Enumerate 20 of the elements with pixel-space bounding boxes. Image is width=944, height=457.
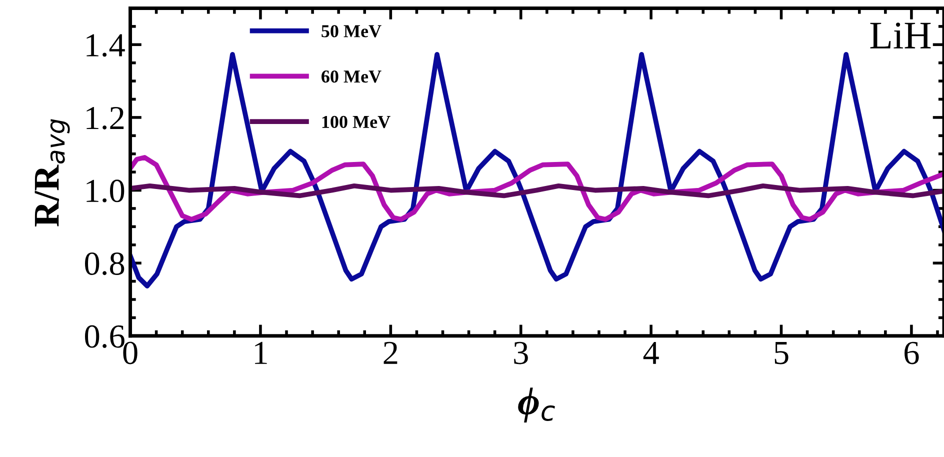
legend-label: 50 MeV: [322, 25, 382, 38]
x-tick-label: 3: [514, 342, 528, 364]
y-tick-label: 1.0: [86, 180, 124, 202]
x-tick-label: 0: [123, 342, 138, 364]
x-tick-label: 6: [904, 342, 919, 364]
annotation: LiH: [870, 22, 931, 48]
line-series: [130, 52, 944, 288]
y-tick-label: 1.2: [86, 106, 124, 130]
legend-label: 100 MeV: [322, 116, 390, 128]
x-axis-title: ϕ$_{c}$: [518, 388, 555, 423]
y-tick-label: 0.6: [85, 325, 124, 348]
x-tick-label: 5: [774, 342, 788, 364]
x-tick-label: 4: [643, 342, 659, 364]
y-tick-label: 1.4: [86, 34, 125, 57]
y-tick-label: 0.8: [85, 252, 124, 276]
y-axis-title: R/R$_{avg}$: [34, 119, 70, 227]
legend-label: 60 MeV: [322, 70, 382, 83]
line-series: [130, 183, 944, 198]
x-tick-label: 1: [255, 342, 267, 364]
x-tick-label: 2: [384, 342, 398, 364]
